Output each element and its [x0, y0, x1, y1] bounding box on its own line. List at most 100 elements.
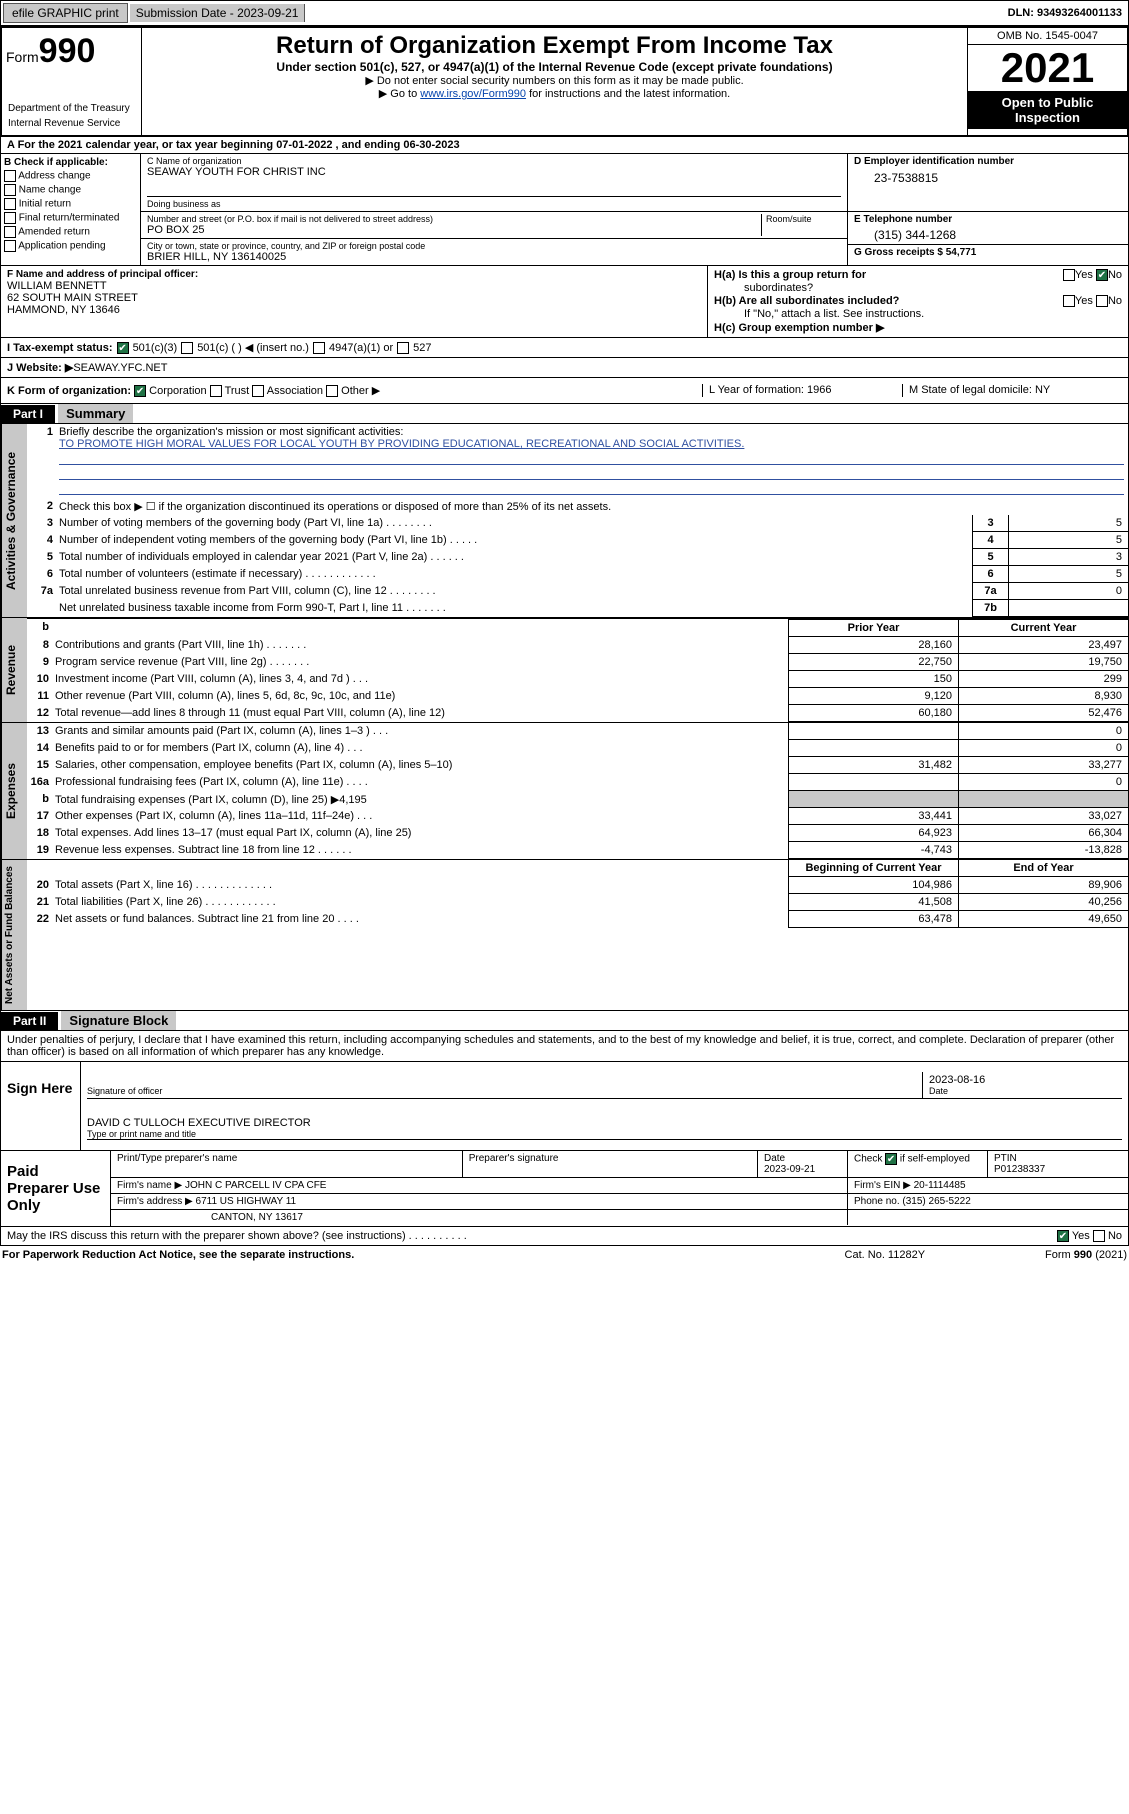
form-title: Return of Organization Exempt From Incom… — [150, 32, 959, 60]
line-key: 6 — [972, 566, 1008, 583]
signature-officer-label: Signature of officer — [87, 1072, 922, 1098]
line-value: 5 — [1008, 515, 1128, 532]
section-b-label: B Check if applicable: — [4, 157, 137, 168]
sign-here-label: Sign Here — [1, 1062, 81, 1150]
gross-receipts: G Gross receipts $ 54,771 — [854, 247, 1122, 258]
dln: DLN: 93493264001133 — [1008, 7, 1128, 19]
row-j-website: J Website: ▶ SEAWAY.YFC.NET — [0, 358, 1129, 378]
line-value — [1008, 600, 1128, 617]
checkbox-initial-return[interactable] — [4, 198, 16, 210]
checkbox-self-employed[interactable]: ✔ — [885, 1153, 897, 1165]
line-key: 3 — [972, 515, 1008, 532]
form-subtitle3: ▶ Go to www.irs.gov/Form990 for instruct… — [150, 87, 959, 100]
signature-date: 2023-08-16 — [929, 1074, 1116, 1086]
q1-label: Briefly describe the organization's miss… — [59, 426, 403, 438]
line-value: 0 — [1008, 583, 1128, 600]
hb-no[interactable] — [1096, 295, 1108, 307]
cat-number: Cat. No. 11282Y — [845, 1249, 926, 1261]
firm-address1: 6711 US HIGHWAY 11 — [196, 1196, 297, 1207]
row-i-tax-status: I Tax-exempt status: ✔ 501(c)(3) 501(c) … — [0, 338, 1129, 358]
self-employed-check: Check ✔ if self-employed — [848, 1151, 988, 1177]
instructions-link[interactable]: www.irs.gov/Form990 — [420, 88, 526, 100]
officer-name-title: DAVID C TULLOCH EXECUTIVE DIRECTOR — [87, 1117, 1122, 1129]
expenses-section: Expenses 13Grants and similar amounts pa… — [0, 723, 1129, 860]
officer-city: HAMMOND, NY 13646 — [7, 304, 701, 316]
date-label: Date — [929, 1086, 1116, 1096]
may-discuss-no[interactable] — [1093, 1230, 1105, 1242]
vtab-activities: Activities & Governance — [1, 424, 27, 617]
line-key: 7a — [972, 583, 1008, 600]
checkbox-name-change[interactable] — [4, 184, 16, 196]
officer-street: 62 SOUTH MAIN STREET — [7, 292, 701, 304]
row-k-form-org: K Form of organization: ✔ Corporation Tr… — [0, 378, 1129, 404]
table-row: 12Total revenue—add lines 8 through 11 (… — [27, 705, 1128, 722]
hb-yes[interactable] — [1063, 295, 1075, 307]
checkbox-trust[interactable] — [210, 385, 222, 397]
tax-year: 2021 — [968, 45, 1127, 91]
efile-print-button[interactable]: efile GRAPHIC print — [3, 3, 128, 23]
street-value: PO BOX 25 — [147, 224, 761, 236]
table-row: 19Revenue less expenses. Subtract line 1… — [27, 842, 1128, 859]
preparer-sig-label: Preparer's signature — [463, 1151, 758, 1177]
checkbox-4947[interactable] — [313, 342, 325, 354]
form-version: Form 990 (2021) — [1045, 1249, 1127, 1261]
table-row: 18Total expenses. Add lines 13–17 (must … — [27, 825, 1128, 842]
checkbox-501c3[interactable]: ✔ — [117, 342, 129, 354]
table-row: 16aProfessional fundraising fees (Part I… — [27, 774, 1128, 791]
checkbox-application-pending[interactable] — [4, 240, 16, 252]
ptin-value: P01238337 — [994, 1164, 1045, 1175]
ein-value: 23-7538815 — [854, 167, 1122, 185]
paperwork-notice: For Paperwork Reduction Act Notice, see … — [2, 1249, 354, 1261]
table-row: 9Program service revenue (Part VIII, lin… — [27, 654, 1128, 671]
form-number: Form990 — [6, 32, 137, 71]
line-value: 5 — [1008, 566, 1128, 583]
part1-header: Part I — [1, 405, 55, 423]
officer-label: F Name and address of principal officer: — [7, 269, 701, 280]
signature-block: Under penalties of perjury, I declare th… — [0, 1031, 1129, 1151]
checkbox-corporation[interactable]: ✔ — [134, 385, 146, 397]
net-assets-section: Net Assets or Fund Balances Beginning of… — [0, 860, 1129, 1011]
table-row: 10Investment income (Part VIII, column (… — [27, 671, 1128, 688]
dept-treasury: Department of the Treasury — [6, 101, 137, 116]
org-name-label: C Name of organization — [147, 156, 841, 166]
table-row: 8Contributions and grants (Part VIII, li… — [27, 637, 1128, 654]
phone-value: (315) 344-1268 — [854, 225, 1122, 242]
table-row: 21Total liabilities (Part X, line 26) . … — [27, 894, 1128, 911]
table-row: 15Salaries, other compensation, employee… — [27, 757, 1128, 774]
checkbox-amended-return[interactable] — [4, 226, 16, 238]
topbar: efile GRAPHIC print Submission Date - 20… — [0, 0, 1129, 26]
col-beginning: Beginning of Current Year — [788, 860, 958, 877]
checkbox-association[interactable] — [252, 385, 264, 397]
checkbox-other[interactable] — [326, 385, 338, 397]
year-formation: L Year of formation: 1966 — [702, 384, 902, 397]
firm-address2: CANTON, NY 13617 — [111, 1210, 848, 1225]
table-row: 17Other expenses (Part IX, column (A), l… — [27, 808, 1128, 825]
row-a-tax-year: A For the 2021 calendar year, or tax yea… — [0, 137, 1129, 154]
part2-title: Signature Block — [61, 1011, 176, 1030]
checkbox-final-return[interactable] — [4, 212, 16, 224]
hb-label: H(b) Are all subordinates included? — [714, 295, 899, 307]
ha-no[interactable]: ✔ — [1096, 269, 1108, 281]
omb-number: OMB No. 1545-0047 — [968, 28, 1127, 45]
line-key: 5 — [972, 549, 1008, 566]
table-row: 11Other revenue (Part VIII, column (A), … — [27, 688, 1128, 705]
mission-text: TO PROMOTE HIGH MORAL VALUES FOR LOCAL Y… — [59, 438, 744, 450]
form-header: Form990 Department of the Treasury Inter… — [0, 26, 1129, 137]
page-footer: For Paperwork Reduction Act Notice, see … — [0, 1246, 1129, 1264]
form-subtitle2: ▶ Do not enter social security numbers o… — [150, 74, 959, 87]
col-end: End of Year — [958, 860, 1128, 877]
hb-note: If "No," attach a list. See instructions… — [744, 308, 924, 320]
ha-yes[interactable] — [1063, 269, 1075, 281]
preparer-date: 2023-09-21 — [764, 1164, 815, 1175]
officer-name: WILLIAM BENNETT — [7, 280, 701, 292]
state-domicile: M State of legal domicile: NY — [902, 384, 1122, 397]
table-row: 13Grants and similar amounts paid (Part … — [27, 723, 1128, 740]
checkbox-527[interactable] — [397, 342, 409, 354]
checkbox-501c[interactable] — [181, 342, 193, 354]
revenue-section: Revenue b Prior Year Current Year 8Contr… — [0, 618, 1129, 723]
checkbox-address-change[interactable] — [4, 170, 16, 182]
may-discuss-yes[interactable]: ✔ — [1057, 1230, 1069, 1242]
table-row: 14Benefits paid to or for members (Part … — [27, 740, 1128, 757]
vtab-net-assets: Net Assets or Fund Balances — [1, 860, 27, 1010]
line-key: 7b — [972, 600, 1008, 617]
